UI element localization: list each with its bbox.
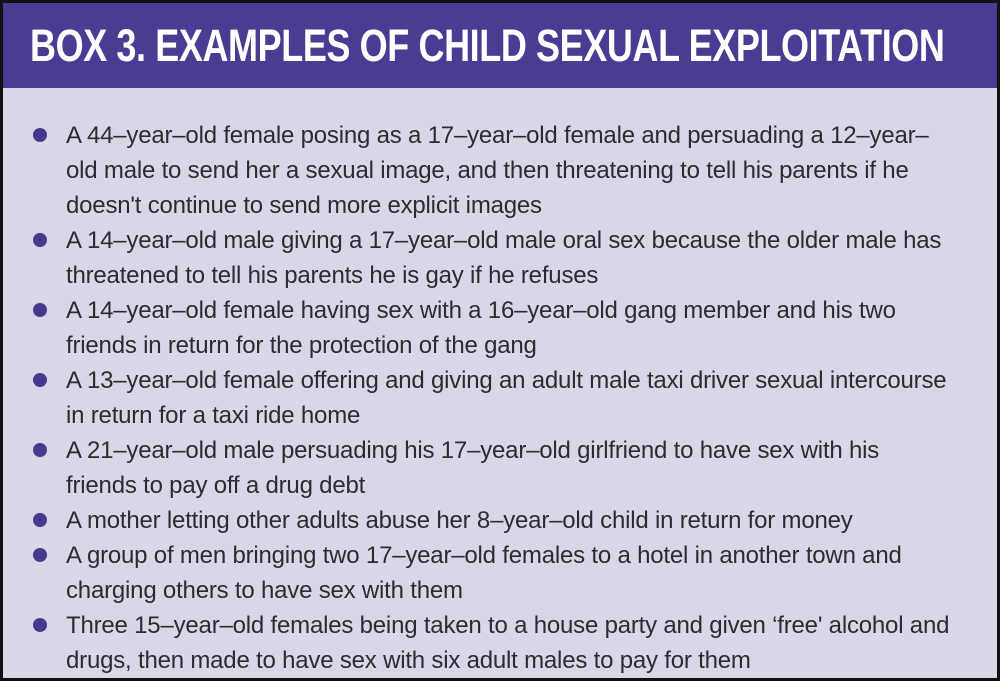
bullet-icon — [33, 443, 47, 457]
list-item-text: A mother letting other adults abuse her … — [66, 507, 853, 534]
list-item-text: A 13–year–old female offering and giving… — [66, 367, 947, 429]
bullet-icon — [33, 618, 47, 632]
list-item-text: Three 15–year–old females being taken to… — [66, 612, 950, 674]
list-item-text: A 21–year–old male persuading his 17–yea… — [66, 437, 880, 499]
bullet-icon — [33, 513, 47, 527]
list-item: Three 15–year–old females being taken to… — [33, 608, 952, 678]
list-item: A group of men bringing two 17–year–old … — [33, 538, 952, 608]
bullet-icon — [33, 373, 47, 387]
box-title: BOX 3. EXAMPLES OF CHILD SEXUAL EXPLOITA… — [30, 19, 945, 71]
example-list: A 44–year–old female posing as a 17–year… — [3, 88, 997, 678]
box-header: BOX 3. EXAMPLES OF CHILD SEXUAL EXPLOITA… — [3, 3, 997, 88]
list-item: A 13–year–old female offering and giving… — [33, 363, 952, 433]
list-item-text: A 44–year–old female posing as a 17–year… — [66, 122, 929, 219]
bullet-icon — [33, 548, 47, 562]
bullet-icon — [33, 233, 47, 247]
list-item: A 14–year–old male giving a 17–year–old … — [33, 223, 952, 293]
bullet-icon — [33, 303, 47, 317]
list-item: A 21–year–old male persuading his 17–yea… — [33, 433, 952, 503]
list-item: A mother letting other adults abuse her … — [33, 503, 952, 538]
bullet-icon — [33, 128, 47, 142]
list-item: A 14–year–old female having sex with a 1… — [33, 293, 952, 363]
list-item: A 44–year–old female posing as a 17–year… — [33, 118, 952, 223]
list-item-text: A 14–year–old male giving a 17–year–old … — [66, 227, 942, 289]
list-item-text: A group of men bringing two 17–year–old … — [66, 542, 902, 604]
list-item-text: A 14–year–old female having sex with a 1… — [66, 297, 896, 359]
